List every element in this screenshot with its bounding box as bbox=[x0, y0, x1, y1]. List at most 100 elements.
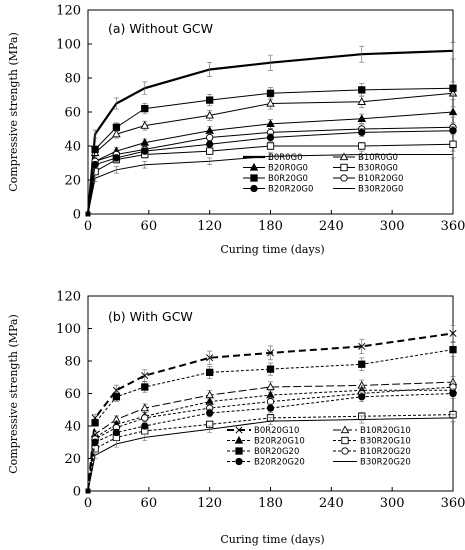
data-point bbox=[91, 161, 99, 169]
error-bar bbox=[113, 166, 119, 174]
data-point bbox=[266, 382, 275, 391]
legend-label: B30R0G0 bbox=[358, 164, 398, 174]
data-point bbox=[206, 368, 214, 377]
legend-item: B0R20G10 bbox=[227, 426, 299, 436]
x-tick-label: 300 bbox=[380, 496, 405, 511]
data-point bbox=[112, 129, 121, 138]
x-tick-label: 360 bbox=[441, 219, 465, 234]
data-point bbox=[449, 84, 457, 92]
x-tick-label: 0 bbox=[84, 496, 92, 511]
data-point bbox=[91, 438, 99, 446]
data-point bbox=[206, 354, 214, 362]
x-tick-label: 300 bbox=[380, 219, 405, 234]
data-point bbox=[141, 383, 149, 391]
legend-marker bbox=[339, 152, 349, 161]
data-point bbox=[206, 96, 214, 104]
error-bar bbox=[268, 152, 273, 160]
error-bar bbox=[207, 425, 213, 433]
legend-item: B30R20G10 bbox=[333, 437, 411, 447]
legend-item: B10R20G10 bbox=[333, 425, 411, 436]
series-line bbox=[87, 417, 454, 492]
y-tick-label: 120 bbox=[56, 4, 81, 19]
y-tick-label: 40 bbox=[64, 420, 81, 435]
x-tick-label: 120 bbox=[197, 496, 222, 511]
legend-item: B20R20G10 bbox=[227, 435, 305, 447]
data-point bbox=[141, 414, 149, 422]
series-line bbox=[87, 130, 454, 215]
legend-label: B20R0G0 bbox=[268, 164, 308, 174]
legend-label: B30R20G20 bbox=[360, 458, 411, 468]
legend-marker bbox=[340, 163, 348, 172]
x-tick-label: 120 bbox=[197, 219, 222, 234]
error-bar bbox=[92, 451, 98, 459]
error-bar bbox=[113, 440, 119, 448]
data-point bbox=[140, 403, 150, 412]
y-tick-label: 20 bbox=[64, 174, 81, 189]
legend-label: B30R20G0 bbox=[358, 185, 403, 195]
data-point bbox=[112, 154, 121, 162]
legend-label: B10R0G0 bbox=[358, 153, 398, 163]
y-axis-label: Compressive strength (MPa) bbox=[7, 32, 20, 192]
data-point bbox=[266, 365, 275, 373]
x-axis-label: Curing time (days) bbox=[220, 533, 324, 546]
legend-marker bbox=[341, 447, 349, 455]
legend-marker bbox=[234, 435, 244, 444]
legend-label: B0R20G0 bbox=[268, 174, 308, 184]
y-tick-label: 100 bbox=[56, 38, 81, 53]
y-tick-label: 40 bbox=[64, 140, 81, 155]
y-tick-label: 60 bbox=[64, 106, 81, 121]
y-tick-label: 20 bbox=[64, 452, 81, 467]
data-point bbox=[266, 89, 275, 97]
chart-panel-a: 0 60 120 180 240 300 360 0 20 40 60 80 100 120 Curing … bbox=[7, 4, 465, 257]
x-tick-label: 60 bbox=[141, 496, 158, 511]
data-point bbox=[91, 419, 99, 427]
error-bar bbox=[268, 54, 273, 71]
data-point bbox=[85, 488, 91, 494]
error-bar bbox=[113, 97, 119, 110]
y-tick-label: 120 bbox=[56, 290, 81, 305]
data-point bbox=[448, 107, 458, 116]
data-point bbox=[206, 140, 214, 148]
data-point bbox=[358, 360, 366, 368]
data-point bbox=[266, 142, 275, 150]
legend-marker bbox=[249, 162, 259, 171]
data-point bbox=[266, 349, 275, 357]
series-line bbox=[86, 49, 454, 215]
error-bar bbox=[268, 417, 273, 425]
data-point bbox=[266, 98, 275, 107]
legend-marker bbox=[250, 174, 258, 182]
legend: B0R20G10 B10R20G10 B20R20G10 B30R20G10 B0R20… bbox=[227, 425, 411, 468]
legend-marker bbox=[340, 425, 350, 434]
error-bar bbox=[92, 174, 98, 182]
x-axis-label: Curing time (days) bbox=[220, 243, 324, 256]
legend-item: B0R20G0 bbox=[243, 174, 308, 184]
legend-label: B10R20G10 bbox=[360, 426, 411, 436]
data-point bbox=[205, 110, 214, 119]
series-B30R20G20 bbox=[85, 413, 456, 494]
data-point bbox=[449, 345, 457, 354]
x-tick-label: 360 bbox=[441, 496, 465, 511]
legend-label: B20R20G20 bbox=[254, 458, 305, 468]
series-line bbox=[87, 154, 453, 215]
data-point bbox=[266, 404, 275, 412]
y-axis-label: Compressive strength (MPa) bbox=[7, 314, 20, 474]
series-line bbox=[87, 386, 454, 492]
error-bar bbox=[207, 157, 213, 165]
legend-item: B0R0G0 bbox=[243, 153, 303, 163]
legend-item: B30R20G0 bbox=[333, 185, 403, 195]
legend-marker bbox=[235, 457, 243, 466]
data-point bbox=[358, 393, 366, 401]
data-point bbox=[449, 127, 457, 135]
y-tick-label: 100 bbox=[56, 322, 81, 337]
series-line bbox=[87, 349, 454, 492]
data-point bbox=[91, 145, 99, 154]
legend-marker bbox=[235, 426, 243, 434]
data-point bbox=[358, 128, 366, 137]
series-B20R20G0 bbox=[85, 126, 457, 217]
legend-item: B10R20G20 bbox=[333, 447, 411, 457]
legend: B0R0G0 B10R0G0 B20R0G0 B30R0G0 B0R20G0 B10R20… bbox=[243, 152, 403, 195]
error-bar bbox=[207, 61, 213, 78]
legend-label: B10R20G0 bbox=[358, 174, 403, 184]
data-point bbox=[140, 120, 150, 129]
data-point bbox=[449, 329, 457, 337]
